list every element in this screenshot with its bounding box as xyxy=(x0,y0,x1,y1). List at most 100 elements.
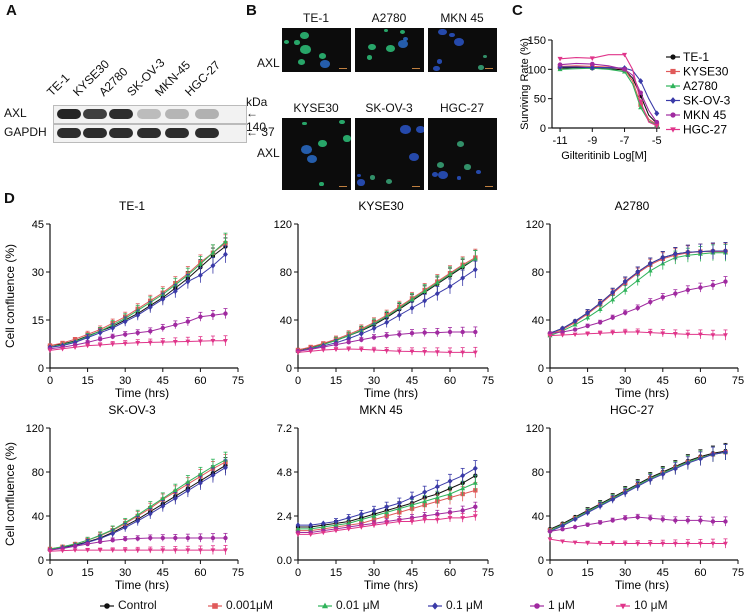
data-point xyxy=(72,339,78,346)
x-tick-label: 0 xyxy=(295,567,301,579)
data-point xyxy=(638,102,643,107)
cell-dot xyxy=(319,182,324,186)
data-point xyxy=(623,516,628,521)
data-point xyxy=(597,541,603,547)
data-point xyxy=(472,465,478,472)
data-point xyxy=(160,548,166,553)
data-point xyxy=(723,248,728,254)
cell-dot xyxy=(342,134,351,142)
data-point xyxy=(148,329,153,334)
x-tick-label: 75 xyxy=(482,567,494,579)
data-point xyxy=(223,339,228,344)
x-tick-label: 75 xyxy=(732,375,744,387)
data-point xyxy=(673,518,678,523)
cell-dot xyxy=(436,161,445,168)
data-point xyxy=(460,485,466,491)
data-point xyxy=(647,268,653,273)
data-point xyxy=(610,315,615,320)
data-point xyxy=(185,548,191,553)
micrograph-title-2: MKN 45 xyxy=(440,11,484,25)
data-point xyxy=(435,330,440,335)
x-axis-label: Gilteritinib Log[M] xyxy=(561,150,647,162)
data-point xyxy=(572,540,578,546)
data-point xyxy=(185,479,191,484)
cell-dot xyxy=(357,179,366,186)
x-tick-label: 0 xyxy=(47,375,53,387)
legend-label-0: Control xyxy=(118,598,157,612)
legend-label: SK-OV-3 xyxy=(683,94,731,108)
legend-item-5 xyxy=(616,603,630,610)
cell-dot xyxy=(432,172,439,178)
y-tick-label: 120 xyxy=(26,423,44,435)
data-point xyxy=(710,519,716,524)
data-point xyxy=(197,261,203,266)
y-axis-label: Surviving Rate (%) xyxy=(519,38,531,130)
y-tick-label: 40 xyxy=(532,511,544,523)
cell-dot xyxy=(457,176,462,180)
cell-dot xyxy=(453,37,464,46)
series-4 xyxy=(47,532,228,553)
scale-bar xyxy=(412,68,420,69)
data-point xyxy=(660,517,665,522)
western-blot-panel: TE-1 KYSE30 A2780 SK-OV-3 MKN-45 HGC-27 kDa A… xyxy=(0,0,280,180)
series-2 xyxy=(557,65,660,127)
data-point xyxy=(723,279,728,284)
legend-marker xyxy=(670,54,676,60)
x-tick-label: 0 xyxy=(295,375,301,387)
cell-dot xyxy=(477,65,484,70)
cell-dot xyxy=(366,55,373,60)
series-5 xyxy=(47,545,228,555)
chart-title: MKN 45 xyxy=(359,403,403,417)
data-point xyxy=(648,299,653,305)
data-point xyxy=(422,489,428,496)
data-point xyxy=(135,548,141,553)
data-point xyxy=(346,347,352,352)
blot-row-0 xyxy=(53,105,247,124)
data-point xyxy=(396,305,402,310)
data-point xyxy=(610,518,615,523)
y-axis-label: Cell confluence (%) xyxy=(3,244,17,348)
data-point xyxy=(135,518,141,524)
cell-dot xyxy=(437,171,448,180)
data-point xyxy=(622,490,628,496)
x-tick-label: 15 xyxy=(581,375,593,387)
data-point xyxy=(210,472,216,479)
data-point xyxy=(472,514,478,519)
x-tick-label: 0 xyxy=(547,375,553,387)
y-tick-label: 30 xyxy=(32,267,44,279)
series-4 xyxy=(557,61,660,125)
data-point xyxy=(160,535,165,541)
data-point xyxy=(723,519,728,524)
data-point xyxy=(160,503,166,509)
blot-band xyxy=(57,128,81,138)
data-point xyxy=(685,460,691,467)
y-tick-label: 120 xyxy=(526,219,544,231)
chart-title: TE-1 xyxy=(119,199,145,213)
data-point xyxy=(371,507,377,514)
data-point xyxy=(638,78,644,85)
data-point xyxy=(447,478,453,485)
data-point xyxy=(422,517,428,523)
data-point xyxy=(371,335,377,340)
data-point xyxy=(122,341,128,346)
data-point xyxy=(557,56,563,62)
data-point xyxy=(589,64,595,71)
data-point xyxy=(585,323,590,329)
cell-dot xyxy=(400,30,406,35)
data-point xyxy=(638,104,644,110)
data-point xyxy=(110,325,116,331)
legend-entry-5: HGC-27 xyxy=(666,123,727,137)
x-tick-label: 0 xyxy=(47,567,53,579)
data-point xyxy=(384,348,390,354)
data-point xyxy=(197,272,203,279)
data-point xyxy=(147,504,153,509)
panel-label-a: A xyxy=(6,2,17,19)
x-axis-label: Time (hrs) xyxy=(364,578,418,592)
x-tick-label: -11 xyxy=(553,135,568,147)
data-point xyxy=(572,332,578,338)
x-tick-label: 15 xyxy=(330,375,342,387)
data-point xyxy=(460,275,466,281)
data-point xyxy=(295,532,301,537)
data-point xyxy=(358,517,364,522)
cell-dot xyxy=(356,173,361,177)
